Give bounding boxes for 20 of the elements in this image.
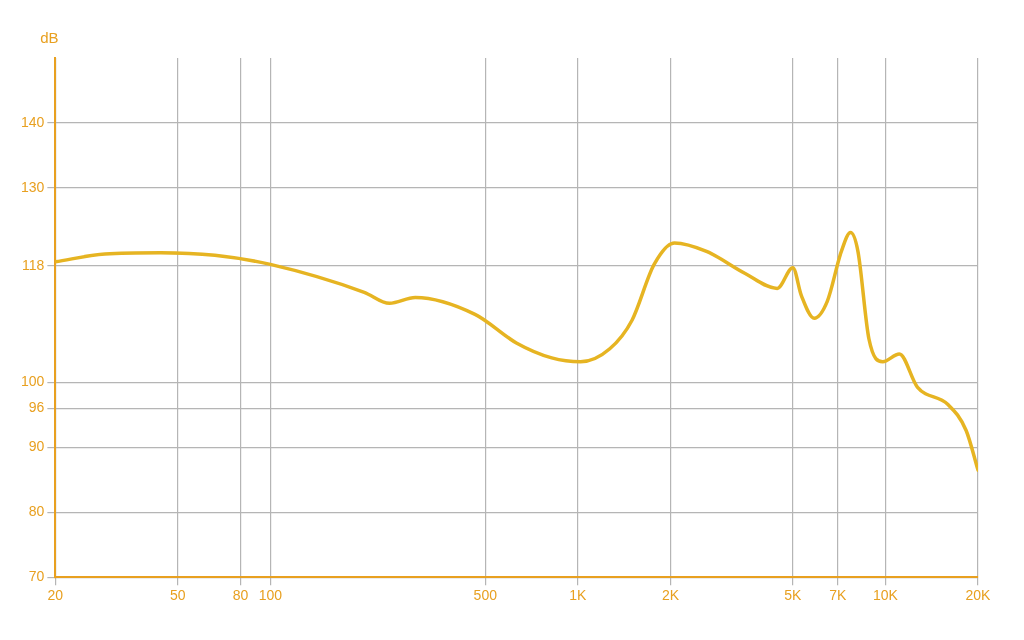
y-tick-label: 80 [28,503,45,520]
x-tick-label: 500 [473,587,498,604]
x-tick-label: 7K [829,587,847,604]
y-tick-label: 118 [22,256,45,273]
y-tick-label: 140 [21,113,45,130]
x-tick-label: 1K [569,587,588,604]
x-tick-label: 20 [47,587,64,604]
x-tick-label: 20K [965,587,992,604]
x-tick-label: 5K [784,587,803,604]
y-tick-label: 100 [21,373,45,390]
y-tick-label: 90 [28,438,45,455]
x-tick-label: 100 [258,587,283,604]
x-tick-label: 10K [872,587,899,604]
x-tick-label: 80 [232,587,249,604]
y-axis-title: dB [40,28,59,46]
y-tick-label: 96 [28,399,45,416]
x-tick-label: 2K [661,587,680,604]
x-tick-label: 50 [169,587,186,604]
y-tick-label: 70 [28,568,45,585]
y-tick-label: 130 [21,178,45,195]
